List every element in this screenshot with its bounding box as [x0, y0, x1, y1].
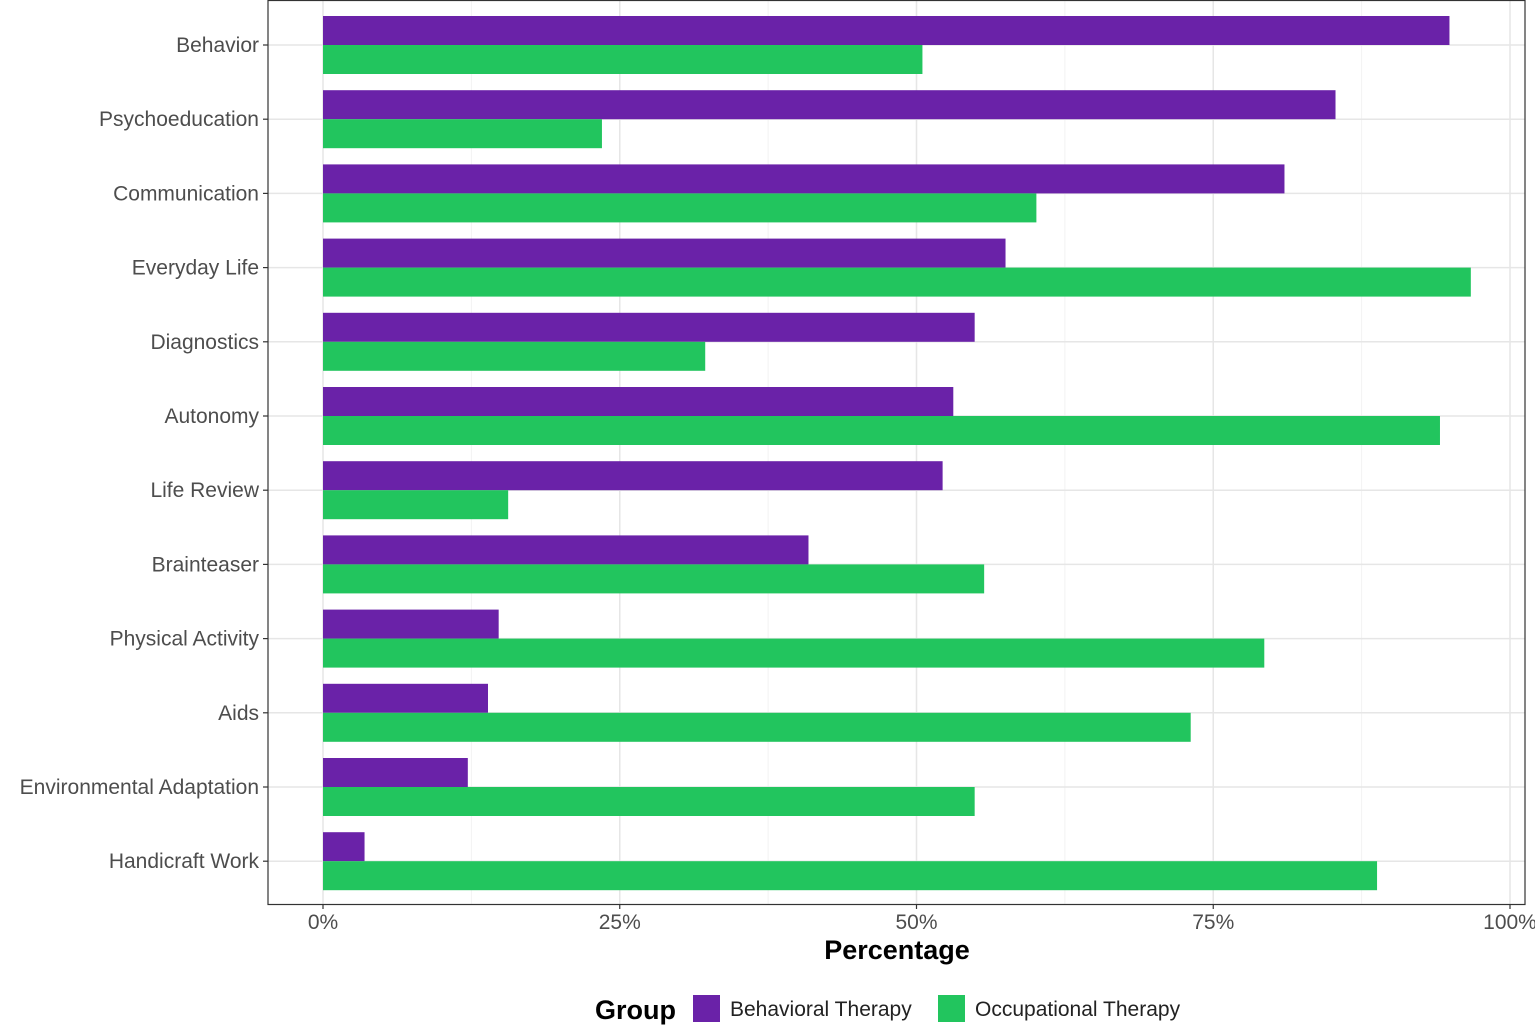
x-axis-title: Percentage — [824, 935, 970, 965]
bar-occupational-therapy-behavior — [323, 45, 923, 74]
y-tick-label: Behavior — [176, 34, 259, 57]
x-axis: 0% 25% 50% 75% 100% — [308, 904, 1535, 934]
legend-swatch-behavioral-therapy — [693, 995, 720, 1022]
y-tick-label: Brainteaser — [152, 553, 259, 576]
bar-behavioral-therapy-communication — [323, 164, 1285, 194]
x-tick-label: 100% — [1483, 911, 1535, 934]
bars — [323, 16, 1471, 891]
bar-occupational-therapy-brainteaser — [323, 564, 985, 594]
y-tick-label: Aids — [218, 702, 259, 725]
bar-occupational-therapy-diagnostics — [323, 341, 706, 371]
y-tick-label: Everyday Life — [132, 257, 259, 280]
legend: Group Behavioral Therapy Occupational Th… — [595, 995, 1181, 1025]
bar-behavioral-therapy-environmental-adaptation — [323, 758, 468, 787]
x-tick-label: 25% — [599, 911, 641, 934]
legend-label-behavioral-therapy: Behavioral Therapy — [730, 998, 912, 1021]
bar-occupational-therapy-psychoeducation — [323, 119, 602, 149]
x-tick-label: 0% — [308, 911, 338, 934]
bar-behavioral-therapy-aids — [323, 683, 488, 713]
y-tick-label: Psychoeducation — [99, 108, 259, 131]
x-tick-label: 75% — [1192, 911, 1234, 934]
y-tick-label: Diagnostics — [150, 331, 259, 354]
bar-behavioral-therapy-psychoeducation — [323, 90, 1336, 120]
bar-behavioral-therapy-autonomy — [323, 387, 954, 416]
panel-border — [267, 0, 1526, 906]
bar-occupational-therapy-autonomy — [323, 416, 1440, 445]
bar-occupational-therapy-handicraft-work — [323, 861, 1378, 891]
y-tick-label: Autonomy — [164, 405, 259, 428]
y-tick-label: Environmental Adaptation — [20, 776, 259, 799]
bar-occupational-therapy-life-review — [323, 490, 509, 520]
bar-occupational-therapy-everyday-life — [323, 267, 1471, 297]
y-tick-label: Life Review — [150, 479, 259, 502]
y-tick-label: Handicraft Work — [109, 850, 260, 873]
bar-occupational-therapy-physical-activity — [323, 638, 1265, 668]
y-tick-label: Physical Activity — [110, 628, 260, 651]
y-tick-label: Communication — [113, 182, 259, 205]
legend-title: Group — [595, 995, 676, 1025]
bar-behavioral-therapy-behavior — [323, 16, 1450, 45]
bar-behavioral-therapy-handicraft-work — [323, 832, 365, 862]
legend-label-occupational-therapy: Occupational Therapy — [975, 998, 1181, 1021]
bar-behavioral-therapy-physical-activity — [323, 609, 499, 639]
bar-behavioral-therapy-everyday-life — [323, 238, 1006, 268]
x-tick-label: 50% — [895, 911, 937, 934]
bar-behavioral-therapy-life-review — [323, 461, 943, 491]
y-axis: Behavior Psychoeducation Communication Ever… — [20, 34, 268, 873]
bar-occupational-therapy-aids — [323, 712, 1191, 742]
bar-occupational-therapy-communication — [323, 193, 1037, 223]
bar-occupational-therapy-environmental-adaptation — [323, 787, 975, 816]
bar-behavioral-therapy-brainteaser — [323, 535, 809, 565]
bar-behavioral-therapy-diagnostics — [323, 312, 975, 342]
legend-swatch-occupational-therapy — [938, 995, 965, 1022]
